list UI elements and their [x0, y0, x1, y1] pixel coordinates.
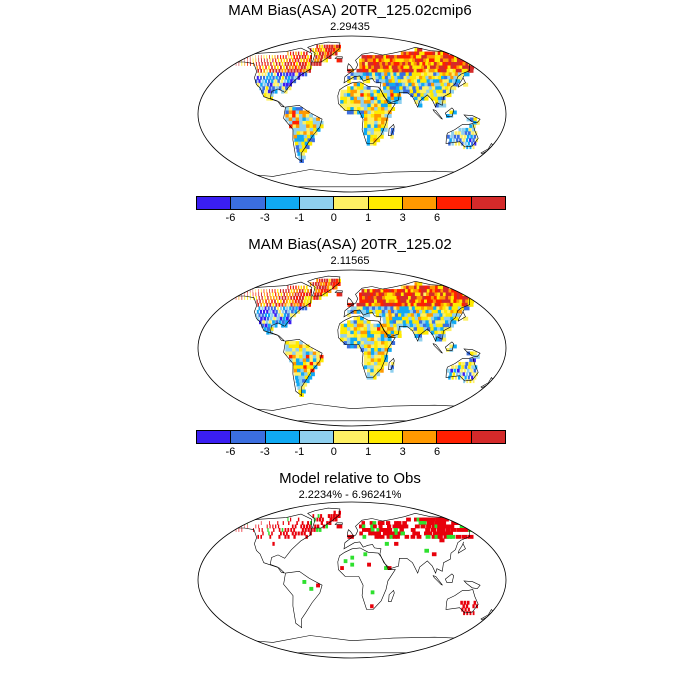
panel-1-map [197, 35, 507, 193]
map-outline [197, 501, 507, 659]
panel-2-map [197, 269, 507, 427]
panel-2-colorbar-ticks: -6 -3 -1 0 1 3 6 [196, 446, 506, 460]
colorbar-tick-label: 1 [365, 212, 372, 224]
colorbar-tick-label: -3 [259, 446, 270, 458]
colorbar-tick-label: 1 [365, 446, 372, 458]
colorbar-tick-label: 3 [399, 212, 406, 224]
colorbar-cell [299, 197, 335, 209]
bias-field [235, 44, 483, 163]
map-content [228, 275, 495, 422]
colorbar-cell [231, 431, 266, 443]
panel-3-subtitle: 2.2234% - 6.96241% [298, 489, 402, 501]
colorbar-cell [197, 431, 232, 443]
significance-mask [235, 510, 483, 616]
colorbar-cell [402, 197, 438, 209]
map-outline [197, 35, 507, 193]
colorbar-cell [437, 197, 472, 209]
panel-1-colorbar-ticks: -6 -3 -1 0 1 3 6 [196, 212, 506, 226]
colorbar-tick-label: 0 [330, 446, 337, 458]
colorbar-cell [402, 431, 438, 443]
map-content [228, 41, 495, 188]
coastlines [228, 41, 495, 188]
colorbar-tick-label: -1 [294, 212, 305, 224]
colorbar-cell [471, 431, 505, 443]
coastlines [228, 507, 495, 654]
panel-3-map [197, 501, 507, 659]
coastlines [228, 275, 495, 422]
colorbar-cell [231, 197, 266, 209]
colorbar-tick-label: -3 [259, 212, 270, 224]
colorbar-tick-label: -1 [294, 446, 305, 458]
colorbar-tick-label: 6 [434, 446, 441, 458]
colorbar-cell [265, 197, 300, 209]
panel-3-title: Model relative to Obs [279, 470, 421, 487]
colorbar-cell [265, 431, 300, 443]
colorbar-cell [334, 431, 369, 443]
colorbar-tick-label: 3 [399, 446, 406, 458]
colorbar-cell [197, 197, 232, 209]
colorbar-tick-label: 6 [434, 212, 441, 224]
panel-2-subtitle: 2.11565 [330, 255, 370, 267]
panel-1-title: MAM Bias(ASA) 20TR_125.02cmip6 [228, 2, 472, 19]
bias-field [235, 278, 483, 397]
colorbar-tick-label: -6 [225, 446, 236, 458]
panel-2-title: MAM Bias(ASA) 20TR_125.02 [248, 236, 452, 253]
colorbar-cell [299, 431, 335, 443]
map-outline [197, 269, 507, 427]
colorbar-cell [368, 197, 403, 209]
colorbar-tick-label: -6 [225, 212, 236, 224]
colorbar-tick-label: 0 [330, 212, 337, 224]
panel-2-colorbar [196, 430, 506, 444]
panel-1-subtitle: 2.29435 [330, 21, 370, 33]
colorbar-cell [471, 197, 505, 209]
colorbar-cell [437, 431, 472, 443]
map-content [228, 507, 495, 654]
panel-1-colorbar [196, 196, 506, 210]
colorbar-cell [368, 431, 403, 443]
colorbar-cell [334, 197, 369, 209]
